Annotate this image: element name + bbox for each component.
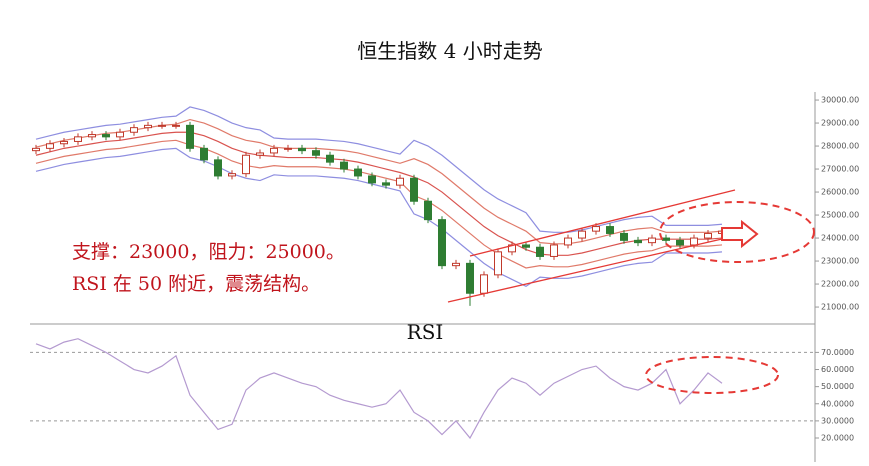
annotation: RSI 在 50 附近，震荡结构。 [72, 273, 320, 295]
candle-body [144, 124, 152, 129]
plot: 21000.00 22000.00 23000.00 24000.00 25000.00… [30, 96, 859, 443]
candle-body [312, 150, 320, 156]
candle-body [690, 237, 698, 246]
candle-body [242, 154, 250, 175]
candle-body [200, 147, 208, 161]
y-tick-label: 23000.00 [821, 257, 859, 266]
y-tick-label: 27000.00 [821, 165, 859, 174]
candle-body [704, 232, 712, 239]
candle-body [102, 134, 110, 138]
candle-body [592, 226, 600, 232]
candle-body [606, 226, 614, 234]
candle-body [620, 232, 628, 241]
candle-body [88, 134, 96, 138]
chart-title: 恒生指数 4 小时走势 [357, 39, 542, 63]
y-tick-label: 70.0000 [821, 348, 854, 357]
band-line [35, 139, 723, 269]
y-tick-label: 26000.00 [821, 188, 859, 197]
candle-body [494, 251, 502, 276]
candle-body [536, 246, 544, 257]
candle-body [186, 124, 194, 149]
candle-body [438, 219, 446, 267]
band-line [35, 131, 723, 256]
highlight-ellipse [659, 201, 815, 263]
y-tick-label: 25000.00 [821, 211, 859, 220]
candle-body [634, 239, 642, 244]
candle-body [228, 173, 236, 177]
candle-body [214, 159, 222, 177]
trend-line [447, 235, 736, 303]
candle-body [424, 200, 432, 221]
y-tick-label: 20.0000 [821, 434, 854, 443]
candle-body [578, 230, 586, 239]
candle-body [354, 168, 362, 177]
rsi-line [35, 338, 723, 440]
y-tick-label: 22000.00 [821, 280, 859, 289]
band-line [35, 147, 723, 288]
candle-body [340, 161, 348, 170]
candle-body [32, 147, 40, 152]
candle-body [46, 143, 54, 149]
candle-body [452, 262, 460, 267]
candle-body [382, 182, 390, 186]
candle-body [270, 147, 278, 154]
y-tick-label: 24000.00 [821, 234, 859, 243]
candle-body [158, 124, 166, 127]
y-tick-label: 50.0000 [821, 382, 854, 391]
candle-body [130, 127, 138, 133]
rsi-title: RSI [407, 320, 444, 344]
candle-body [480, 274, 488, 294]
candle-body [60, 140, 68, 145]
candle-body [74, 136, 82, 142]
y-tick-label: 40.0000 [821, 399, 854, 408]
y-tick-label: 28000.00 [821, 142, 859, 151]
candle-body [564, 237, 572, 246]
candle-body [550, 244, 558, 257]
candle-body [256, 152, 264, 156]
arrow [721, 219, 759, 249]
highlight-ellipse [645, 356, 779, 394]
candle-body [284, 147, 292, 150]
candle-body [396, 177, 404, 186]
y-tick-label: 30000.00 [821, 96, 859, 105]
candle-body [662, 237, 670, 241]
candle-body [172, 124, 180, 127]
candle-body [676, 239, 684, 246]
candle-body [298, 147, 306, 152]
y-tick-label: 60.0000 [821, 365, 854, 374]
candle-body [410, 177, 418, 202]
candle-body [326, 154, 334, 163]
y-tick-label: 21000.00 [821, 303, 859, 312]
y-tick-label: 30.0000 [821, 416, 854, 425]
candle-body [368, 175, 376, 184]
candle-body [116, 131, 124, 138]
annotation: 支撑：23000，阻力：25000。 [72, 241, 345, 263]
band-line [35, 106, 723, 233]
candle-body [522, 244, 530, 248]
candle-body [648, 237, 656, 244]
candle-body [466, 262, 474, 294]
y-tick-label: 29000.00 [821, 119, 859, 128]
trend-line [469, 189, 736, 257]
